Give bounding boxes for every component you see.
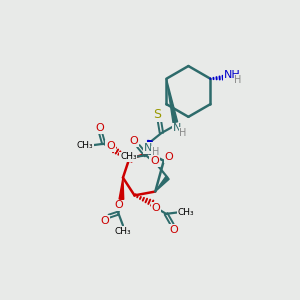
Text: O: O (152, 203, 161, 213)
Polygon shape (119, 178, 124, 200)
Polygon shape (155, 176, 169, 191)
Text: CH₃: CH₃ (77, 141, 94, 150)
Text: CH₃: CH₃ (115, 227, 131, 236)
Text: CH₃: CH₃ (178, 208, 194, 217)
Text: O: O (165, 152, 173, 162)
Text: H: H (152, 147, 159, 157)
Text: NH: NH (224, 70, 241, 80)
Text: O: O (106, 141, 115, 151)
Text: N: N (173, 123, 181, 134)
Text: O: O (129, 136, 138, 146)
Text: N: N (144, 143, 152, 153)
Text: O: O (95, 123, 104, 134)
Text: S: S (154, 108, 162, 121)
Text: O: O (100, 216, 109, 226)
Text: O: O (169, 225, 178, 235)
Polygon shape (167, 79, 178, 123)
Polygon shape (148, 140, 152, 153)
Text: O: O (150, 156, 159, 166)
Text: H: H (179, 128, 187, 138)
Text: H: H (234, 75, 242, 85)
Text: CH₃: CH₃ (120, 152, 137, 161)
Text: O: O (114, 200, 123, 210)
